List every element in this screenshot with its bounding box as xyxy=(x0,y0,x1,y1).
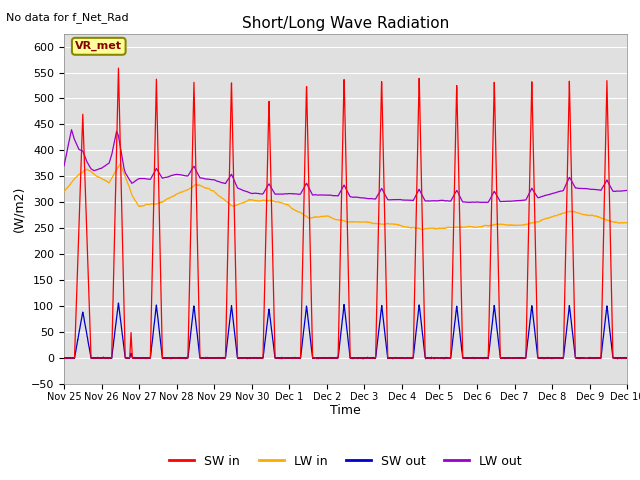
Title: Short/Long Wave Radiation: Short/Long Wave Radiation xyxy=(242,16,449,31)
Text: No data for f_Net_Rad: No data for f_Net_Rad xyxy=(6,12,129,23)
Legend: SW in, LW in, SW out, LW out: SW in, LW in, SW out, LW out xyxy=(164,450,527,473)
Text: VR_met: VR_met xyxy=(76,41,122,51)
X-axis label: Time: Time xyxy=(330,405,361,418)
Y-axis label: (W/m2): (W/m2) xyxy=(12,186,26,232)
